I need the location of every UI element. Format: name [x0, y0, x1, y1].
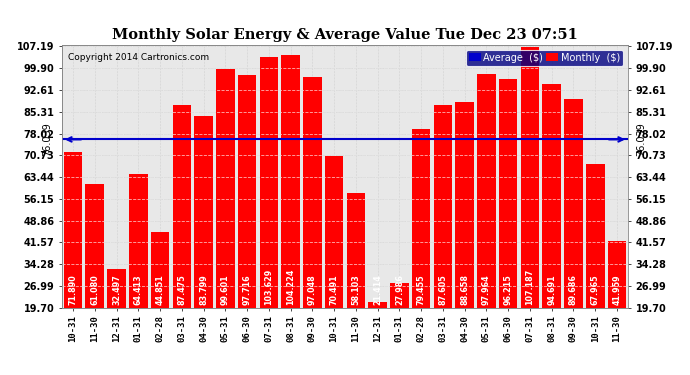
- Text: 70.491: 70.491: [330, 274, 339, 304]
- Bar: [346, 193, 365, 308]
- Bar: [564, 99, 583, 308]
- Bar: [499, 79, 518, 308]
- Text: 76.039: 76.039: [637, 123, 647, 156]
- Bar: [390, 283, 408, 308]
- Text: 97.716: 97.716: [243, 274, 252, 304]
- Text: 88.658: 88.658: [460, 273, 469, 304]
- Bar: [216, 69, 235, 308]
- Bar: [608, 241, 627, 308]
- Text: 107.187: 107.187: [526, 268, 535, 305]
- Text: 58.103: 58.103: [351, 274, 360, 304]
- Bar: [107, 269, 126, 308]
- Text: 96.215: 96.215: [504, 274, 513, 304]
- Bar: [172, 105, 191, 308]
- Text: Copyright 2014 Cartronics.com: Copyright 2014 Cartronics.com: [68, 53, 209, 62]
- Text: 83.799: 83.799: [199, 274, 208, 304]
- Text: 103.629: 103.629: [264, 268, 273, 305]
- Text: 94.691: 94.691: [547, 274, 556, 304]
- Text: 87.475: 87.475: [177, 274, 186, 304]
- Bar: [368, 302, 387, 307]
- Text: 89.686: 89.686: [569, 274, 578, 304]
- Bar: [86, 184, 104, 308]
- Bar: [412, 129, 431, 308]
- Text: 41.959: 41.959: [613, 274, 622, 304]
- Bar: [259, 57, 278, 308]
- Bar: [455, 102, 474, 308]
- Text: 79.455: 79.455: [417, 274, 426, 304]
- Text: 64.413: 64.413: [134, 274, 143, 304]
- Text: 99.601: 99.601: [221, 274, 230, 304]
- Bar: [63, 152, 82, 308]
- Legend: Average  ($), Monthly  ($): Average ($), Monthly ($): [466, 50, 623, 66]
- Text: 61.080: 61.080: [90, 274, 99, 304]
- Bar: [586, 164, 604, 308]
- Bar: [434, 105, 452, 308]
- Bar: [477, 74, 495, 308]
- Text: 97.964: 97.964: [482, 274, 491, 304]
- Bar: [129, 174, 148, 308]
- Title: Monthly Solar Energy & Average Value Tue Dec 23 07:51: Monthly Solar Energy & Average Value Tue…: [112, 28, 578, 42]
- Text: 87.605: 87.605: [438, 274, 447, 304]
- Bar: [151, 232, 169, 308]
- Bar: [325, 156, 344, 308]
- Text: 104.224: 104.224: [286, 268, 295, 305]
- Text: 21.414: 21.414: [373, 274, 382, 304]
- Bar: [303, 77, 322, 308]
- Bar: [282, 56, 300, 308]
- Text: 76.039: 76.039: [42, 123, 52, 156]
- Text: 71.890: 71.890: [68, 274, 77, 304]
- Text: 27.986: 27.986: [395, 274, 404, 304]
- Text: 44.851: 44.851: [155, 274, 164, 304]
- Bar: [542, 84, 561, 308]
- Bar: [521, 46, 539, 308]
- Bar: [238, 75, 256, 308]
- Text: 67.965: 67.965: [591, 274, 600, 304]
- Text: 97.048: 97.048: [308, 274, 317, 304]
- Bar: [195, 116, 213, 308]
- Text: 32.497: 32.497: [112, 274, 121, 304]
